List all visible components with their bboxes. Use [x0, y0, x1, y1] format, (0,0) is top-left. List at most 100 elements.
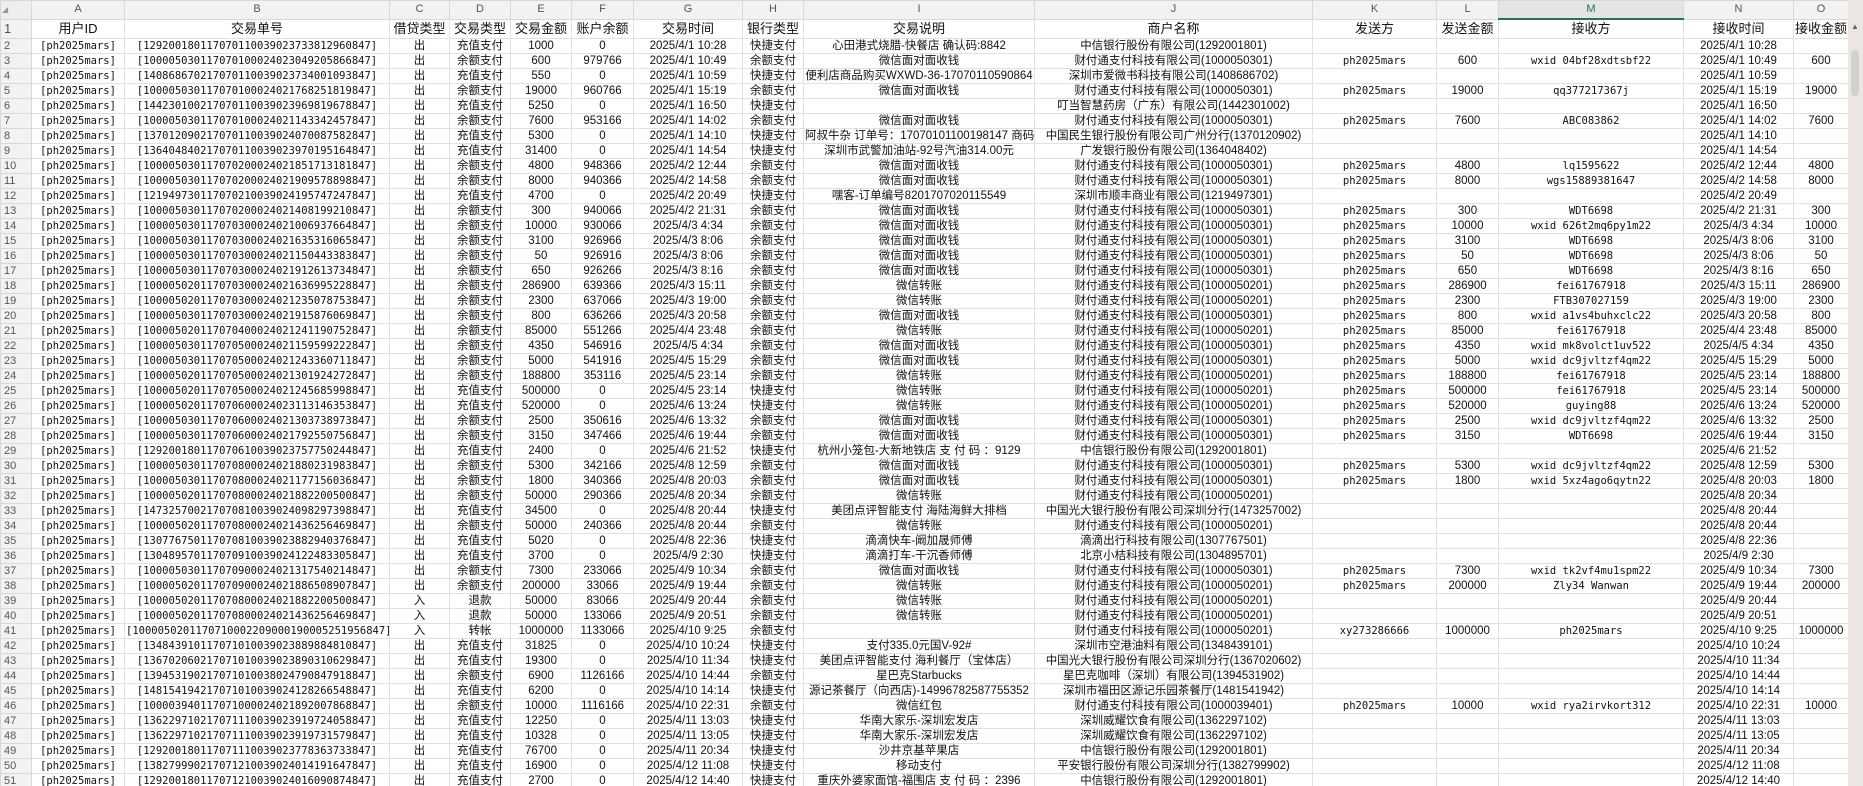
- cell-i[interactable]: 微信面对面收钱: [803, 353, 1035, 369]
- cell-g[interactable]: 2025/4/1 10:49: [633, 53, 743, 69]
- cell-b[interactable]: [100005030117070800024021880231983847]: [124, 458, 390, 474]
- cell-h[interactable]: 余额支付: [742, 428, 804, 444]
- cell-i[interactable]: 微信面对面收钱: [803, 83, 1035, 99]
- cell-h[interactable]: 快捷支付: [742, 653, 804, 669]
- cell-k[interactable]: [1312, 128, 1437, 144]
- row-number[interactable]: 34: [0, 518, 32, 534]
- cell-d[interactable]: 充值支付: [449, 758, 511, 774]
- cell-i[interactable]: 便利店商品购买WXWD-36-17070110590864: [803, 68, 1035, 84]
- cell-c[interactable]: 出: [389, 158, 450, 174]
- cell-c[interactable]: 出: [389, 233, 450, 249]
- cell-n[interactable]: 2025/4/1 10:59: [1683, 68, 1794, 84]
- cell-n[interactable]: 2025/4/10 22:31: [1683, 698, 1794, 714]
- cell-e[interactable]: 188800: [510, 368, 572, 384]
- cell-e[interactable]: 300: [510, 203, 572, 219]
- cell-a[interactable]: [ph2025mars]: [31, 428, 125, 444]
- cell-m[interactable]: WDT6698: [1498, 248, 1684, 264]
- cell-m[interactable]: wxid dc9jvltzf4qm22: [1498, 458, 1684, 474]
- cell-n[interactable]: 2025/4/2 20:49: [1683, 188, 1794, 204]
- cell-d[interactable]: 退款: [449, 593, 511, 609]
- cell-b[interactable]: [100003940117071000024021892007868847]: [124, 698, 390, 714]
- cell-j[interactable]: 中国光大银行股份有限公司深圳分行(1473257002): [1034, 503, 1313, 519]
- row-number[interactable]: 38: [0, 578, 32, 594]
- cell-a[interactable]: [ph2025mars]: [31, 518, 125, 534]
- cell-n[interactable]: 2025/4/6 21:52: [1683, 443, 1794, 459]
- cell-j[interactable]: 中信银行股份有限公司(1292001801): [1034, 743, 1313, 759]
- cell-k[interactable]: ph2025mars: [1312, 308, 1437, 324]
- cell-b[interactable]: [134843910117071010039023889884810847]: [124, 638, 390, 654]
- cell-l[interactable]: 4800: [1436, 158, 1499, 174]
- cell-f[interactable]: 541916: [571, 353, 634, 369]
- cell-n[interactable]: 2025/4/3 15:11: [1683, 278, 1794, 294]
- cell-l[interactable]: [1436, 683, 1499, 699]
- header-cell-f[interactable]: 账户余额: [571, 18, 634, 39]
- cell-c[interactable]: 出: [389, 458, 450, 474]
- cell-b[interactable]: [100005030117070100024021768251819847]: [124, 83, 390, 99]
- cell-m[interactable]: guying88: [1498, 398, 1684, 414]
- row-number[interactable]: 30: [0, 458, 32, 474]
- cell-o[interactable]: 3100: [1793, 233, 1848, 249]
- cell-b[interactable]: [136229710217071110039023919731579847]: [124, 728, 390, 744]
- cell-g[interactable]: 2025/4/4 23:48: [633, 323, 743, 339]
- cell-a[interactable]: [ph2025mars]: [31, 413, 125, 429]
- cell-f[interactable]: 930066: [571, 218, 634, 234]
- cell-o[interactable]: 5000: [1793, 353, 1848, 369]
- cell-f[interactable]: 0: [571, 503, 634, 519]
- cell-l[interactable]: 300: [1436, 203, 1499, 219]
- cell-o[interactable]: [1793, 188, 1848, 204]
- cell-c[interactable]: 出: [389, 98, 450, 114]
- cell-o[interactable]: [1793, 488, 1848, 504]
- cell-g[interactable]: 2025/4/3 8:06: [633, 248, 743, 264]
- cell-k[interactable]: [1312, 38, 1437, 54]
- cell-f[interactable]: 546916: [571, 338, 634, 354]
- cell-e[interactable]: 1000: [510, 38, 572, 54]
- cell-a[interactable]: [ph2025mars]: [31, 713, 125, 729]
- cell-l[interactable]: [1436, 143, 1499, 159]
- cell-h[interactable]: 快捷支付: [742, 38, 804, 54]
- cell-i[interactable]: 滴滴打车-干沉香师傅: [803, 548, 1035, 564]
- cell-m[interactable]: ph2025mars: [1498, 623, 1684, 639]
- cell-d[interactable]: 余额支付: [449, 473, 511, 489]
- cell-b[interactable]: [148154194217071010039024128266548847]: [124, 683, 390, 699]
- cell-h[interactable]: 余额支付: [742, 518, 804, 534]
- cell-f[interactable]: 926966: [571, 233, 634, 249]
- cell-a[interactable]: [ph2025mars]: [31, 503, 125, 519]
- cell-b[interactable]: [136404840217070110039023970195164847]: [124, 143, 390, 159]
- cell-e[interactable]: 286900: [510, 278, 572, 294]
- cell-o[interactable]: [1793, 68, 1848, 84]
- cell-c[interactable]: 出: [389, 773, 450, 786]
- cell-k[interactable]: [1312, 518, 1437, 534]
- cell-j[interactable]: 中国光大银行股份有限公司深圳分行(1367020602): [1034, 653, 1313, 669]
- cell-e[interactable]: 6200: [510, 683, 572, 699]
- cell-n[interactable]: 2025/4/10 11:34: [1683, 653, 1794, 669]
- cell-l[interactable]: 4350: [1436, 338, 1499, 354]
- cell-a[interactable]: [ph2025mars]: [31, 128, 125, 144]
- cell-l[interactable]: [1436, 518, 1499, 534]
- cell-m[interactable]: [1498, 188, 1684, 204]
- cell-h[interactable]: 余额支付: [742, 158, 804, 174]
- cell-f[interactable]: 0: [571, 398, 634, 414]
- cell-i[interactable]: 源记茶餐厅（向西店)-14996782587755352: [803, 683, 1035, 699]
- cell-c[interactable]: 出: [389, 668, 450, 684]
- cell-g[interactable]: 2025/4/3 20:58: [633, 308, 743, 324]
- cell-b[interactable]: [100005020117070500024021245685998847]: [124, 383, 390, 399]
- cell-i[interactable]: 微信面对面收钱: [803, 53, 1035, 69]
- cell-m[interactable]: [1498, 488, 1684, 504]
- row-number[interactable]: 47: [0, 713, 32, 729]
- cell-l[interactable]: [1436, 593, 1499, 609]
- cell-a[interactable]: [ph2025mars]: [31, 248, 125, 264]
- header-cell-h[interactable]: 银行类型: [742, 18, 804, 39]
- cell-a[interactable]: [ph2025mars]: [31, 293, 125, 309]
- cell-e[interactable]: 12250: [510, 713, 572, 729]
- cell-a[interactable]: [ph2025mars]: [31, 563, 125, 579]
- cell-d[interactable]: 充值支付: [449, 383, 511, 399]
- cell-d[interactable]: 余额支付: [449, 248, 511, 264]
- cell-d[interactable]: 余额支付: [449, 83, 511, 99]
- cell-c[interactable]: 出: [389, 323, 450, 339]
- cell-l[interactable]: 5300: [1436, 458, 1499, 474]
- cell-e[interactable]: 5000: [510, 353, 572, 369]
- cell-f[interactable]: 0: [571, 383, 634, 399]
- cell-i[interactable]: 深圳市武警加油站-92号汽油314.00元: [803, 143, 1035, 159]
- cell-d[interactable]: 充值支付: [449, 38, 511, 54]
- row-number[interactable]: 24: [0, 368, 32, 384]
